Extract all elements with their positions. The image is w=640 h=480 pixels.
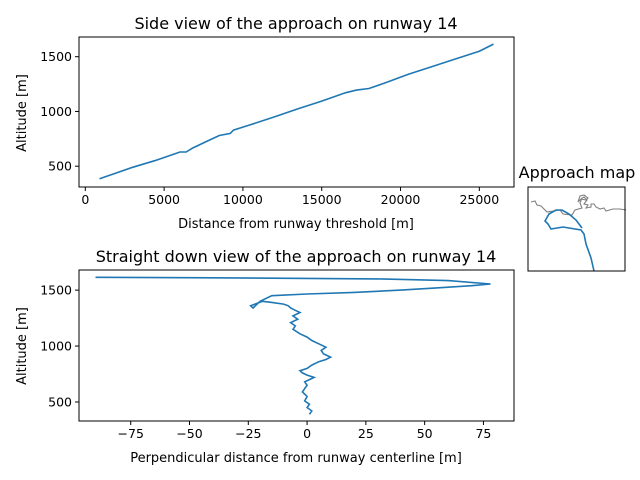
side-view-title: Side view of the approach on runway 14	[134, 14, 457, 33]
x-tick-label: −75	[118, 426, 144, 441]
side-view-ylabel: Altitude [m]	[15, 74, 30, 152]
approach-map-track	[544, 209, 595, 272]
y-tick-label: 500	[48, 394, 72, 409]
x-tick-label: 25000	[459, 192, 499, 207]
y-tick-label: 1000	[40, 104, 72, 119]
down-view-ticks: −75 −50 −25 0 25 50 75 500 1000 1500	[40, 283, 491, 441]
down-view-xlabel: Perpendicular distance from runway cente…	[130, 451, 462, 466]
approach-map-coastline	[530, 196, 627, 216]
side-view-frame	[78, 36, 515, 188]
down-view-chart: Straight down view of the approach on ru…	[15, 247, 515, 466]
x-tick-label: 0	[81, 192, 89, 207]
y-tick-label: 1000	[40, 339, 72, 354]
side-view-series-line	[99, 43, 494, 180]
x-tick-label: 15000	[302, 192, 342, 207]
y-tick-label: 1500	[40, 283, 72, 298]
x-tick-label: 10000	[223, 192, 263, 207]
y-tick-label: 1500	[40, 49, 72, 64]
x-tick-label: 25	[358, 426, 374, 441]
down-view-title: Straight down view of the approach on ru…	[96, 247, 497, 266]
y-tick-label: 500	[48, 159, 72, 174]
approach-map: Approach map	[519, 163, 636, 272]
side-view-chart: Side view of the approach on runway 14 D…	[15, 14, 515, 232]
x-tick-label: −25	[235, 426, 261, 441]
down-view-frame	[78, 269, 515, 422]
side-view-ticks: 0 5000 10000 15000 20000 25000 500 1000 1500	[40, 49, 499, 207]
approach-map-title: Approach map	[519, 163, 636, 182]
x-tick-label: 50	[417, 426, 433, 441]
x-tick-label: 75	[475, 426, 491, 441]
approach-map-coastline-island	[577, 194, 589, 203]
down-view-ylabel: Altitude [m]	[15, 307, 30, 385]
approach-map-frame	[527, 186, 626, 272]
x-tick-label: 0	[303, 426, 311, 441]
down-view-series-line	[95, 276, 491, 415]
x-tick-label: 5000	[148, 192, 180, 207]
side-view-xlabel: Distance from runway threshold [m]	[178, 217, 414, 232]
x-tick-label: −50	[176, 426, 202, 441]
x-tick-label: 20000	[381, 192, 421, 207]
